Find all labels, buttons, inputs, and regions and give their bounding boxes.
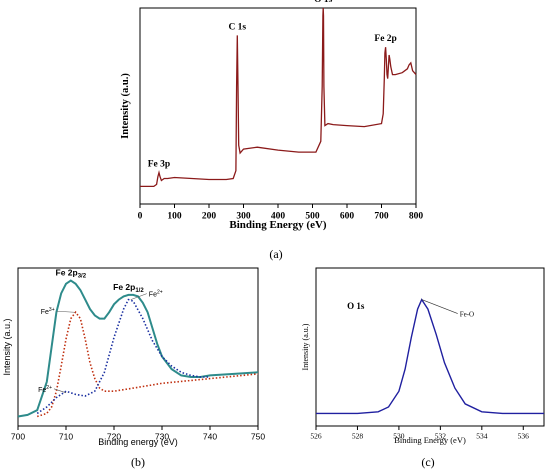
panel-b-series-line-1 xyxy=(36,310,259,418)
panel-c-x-ticks: 526 528 530 532 534 536 xyxy=(310,426,529,441)
panel-c-series-line xyxy=(316,298,544,415)
x-tick-label: 200 xyxy=(202,212,217,222)
o1s-label: O 1s xyxy=(347,301,365,311)
panel-a-x-ticks: 0 100 200 300 400 500 600 700 800 xyxy=(138,204,424,222)
x-tick-label: 750 xyxy=(251,432,265,442)
x-tick-label: 740 xyxy=(203,432,217,442)
panel-b-series-line-2 xyxy=(36,298,210,415)
x-tick-label: 0 xyxy=(138,212,143,222)
panel-b-annotations: Fe 2p3/2 Fe 2p1/2 Fe3+ Fe2+ Fe2+ xyxy=(38,268,163,394)
x-tick-label: 530 xyxy=(393,432,405,441)
peak-label: Fe 2p xyxy=(374,34,396,44)
peak-label: Fe 2p1/2 xyxy=(113,282,144,294)
panel-b-plot-frame xyxy=(17,267,259,427)
peak-label: Fe2+ xyxy=(149,290,163,299)
x-tick-label: 720 xyxy=(107,432,121,442)
x-tick-label: 730 xyxy=(155,432,169,442)
panel-a-y-axis-label: Intensity (a.u.) xyxy=(120,73,131,139)
panel-a-x-axis-label: Binding Energy (eV) xyxy=(229,219,327,231)
x-tick-label: 528 xyxy=(352,432,364,441)
x-tick-label: 532 xyxy=(435,432,447,441)
x-tick-label: 100 xyxy=(167,212,182,222)
panel-c-y-axis-label: Intensity (a.u.) xyxy=(301,323,310,370)
panel-b-x-ticks: 700 710 720 730 740 750 xyxy=(11,426,265,442)
panel-c-annotations: O 1s Fe-O xyxy=(347,299,474,319)
panel-b-series-lines xyxy=(17,279,259,418)
panel-c-o1s-spectrum: 526 528 530 532 534 536 O 1s Fe-O Binding Ener… xyxy=(301,267,545,469)
x-tick-label: 400 xyxy=(271,212,286,222)
peak-label: Fe 2p3/2 xyxy=(56,268,87,280)
fe-o-label: Fe-O xyxy=(460,311,474,319)
x-tick-label: 800 xyxy=(409,212,424,222)
peak-label: C 1s xyxy=(228,22,246,32)
panel-b-caption: (b) xyxy=(131,455,145,469)
panel-b-fe2p-spectrum: 700 710 720 730 740 750 Fe 2p3/2Fe 2p1/2Fe3+F… xyxy=(2,267,265,469)
peak-label: Fe 3p xyxy=(148,160,170,170)
panel-a-annotations: Fe 3p C 1s O 1s Fe 2p xyxy=(148,0,397,170)
x-tick-label: 700 xyxy=(374,212,389,222)
x-tick-label: 526 xyxy=(310,432,322,441)
x-tick-label: 700 xyxy=(11,432,25,442)
x-tick-label: 600 xyxy=(340,212,355,222)
peak-label: Fe2+ xyxy=(38,385,52,394)
annotation-leader-line xyxy=(421,299,458,314)
peak-label: Fe3+ xyxy=(41,307,55,316)
annotation-leader-line xyxy=(56,310,75,313)
x-tick-label: 500 xyxy=(305,212,320,222)
annotation-leader-line xyxy=(130,293,147,300)
x-tick-label: 300 xyxy=(236,212,251,222)
x-tick-label: 534 xyxy=(476,432,488,441)
x-tick-label: 536 xyxy=(518,432,530,441)
panel-a-series-line xyxy=(140,7,417,188)
panel-b-x-axis-label: Binding energy (eV) xyxy=(98,437,178,447)
x-tick-label: 710 xyxy=(59,432,73,442)
panel-c-plot-frame xyxy=(315,267,545,427)
panel-b-y-axis-label: Intensity (a.u.) xyxy=(2,318,12,375)
peak-label: O 1s xyxy=(314,0,333,5)
panel-c-x-axis-label: Binding Energy (eV) xyxy=(394,435,466,445)
panel-a-caption: (a) xyxy=(269,247,282,261)
panel-a-xps-survey: 0 100 200 300 400 500 600 700 800 Fe 3pC 1sO 1sF… xyxy=(120,0,423,261)
panel-c-caption: (c) xyxy=(421,455,434,469)
annotation-leader-line xyxy=(53,388,67,394)
panel-b-series-line-0 xyxy=(17,279,259,418)
